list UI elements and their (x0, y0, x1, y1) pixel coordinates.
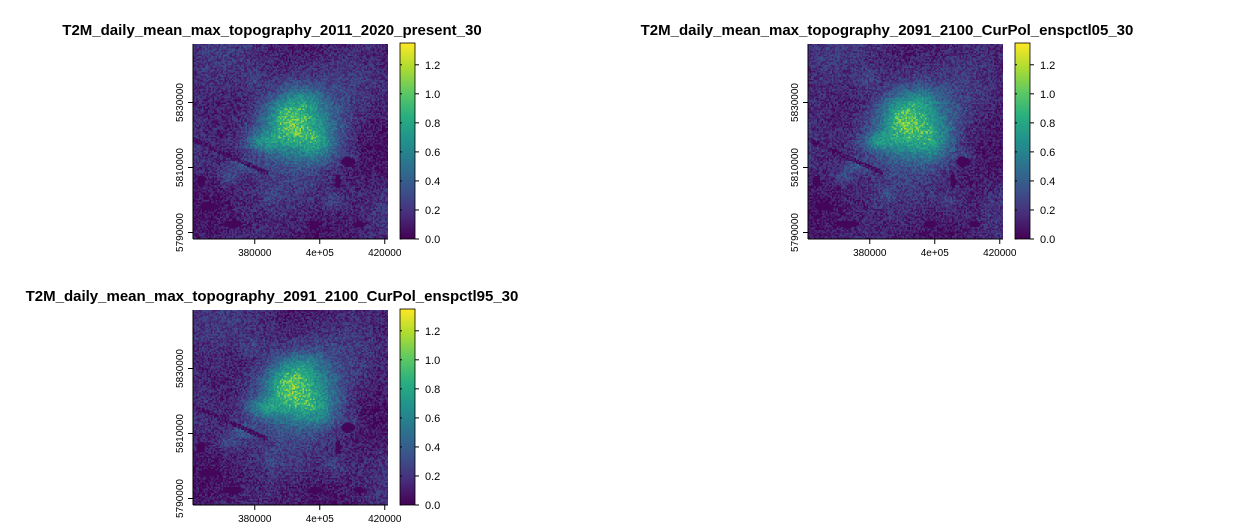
colorbar-tick-label: 0.0 (425, 234, 440, 246)
colorbar (399, 308, 416, 506)
colorbar-tick-label: 1.0 (425, 355, 440, 367)
colorbar-tick-label: 0.6 (425, 147, 440, 159)
map-panel-1: T2M_daily_mean_max_topography_2011_2020_… (62, 22, 481, 259)
colorbar-tick-label: 1.2 (425, 60, 440, 72)
colorbar-tick-label: 0.4 (425, 176, 440, 188)
y-tick-label: 5790000 (175, 213, 186, 252)
colorbar-tick-label: 0.6 (1040, 147, 1055, 159)
x-tick-label: 420000 (983, 248, 1017, 259)
x-tick-label: 4e+05 (306, 514, 335, 525)
colorbar-tick-label: 0.4 (1040, 176, 1055, 188)
x-tick-label: 380000 (238, 248, 272, 259)
colorbar-tick-label: 0.6 (425, 413, 440, 425)
map-panel-2: T2M_daily_mean_max_topography_2091_2100_… (641, 22, 1134, 259)
x-tick-label: 380000 (238, 514, 272, 525)
panel-title: T2M_daily_mean_max_topography_2091_2100_… (26, 288, 519, 305)
colorbar-tick-label: 0.8 (425, 118, 440, 130)
y-tick-label: 5790000 (175, 479, 186, 518)
colorbar-tick-label: 1.2 (1040, 60, 1055, 72)
y-tick-label: 5810000 (790, 148, 801, 187)
colorbar-tick-label: 0.4 (425, 442, 440, 454)
y-tick-label: 5830000 (790, 83, 801, 122)
y-tick-label: 5810000 (175, 148, 186, 187)
panel-title: T2M_daily_mean_max_topography_2011_2020_… (62, 22, 481, 39)
colorbar-tick-label: 0.8 (425, 384, 440, 396)
y-tick-label: 5830000 (175, 349, 186, 388)
y-tick-label: 5830000 (175, 83, 186, 122)
temperature-raster (193, 44, 388, 239)
x-tick-label: 4e+05 (921, 248, 950, 259)
colorbar (1014, 42, 1031, 240)
map-panel-3: T2M_daily_mean_max_topography_2091_2100_… (26, 288, 519, 525)
temperature-raster (808, 44, 1003, 239)
colorbar-tick-label: 1.0 (1040, 89, 1055, 101)
colorbar-tick-label: 0.8 (1040, 118, 1055, 130)
colorbar-tick-label: 0.2 (425, 471, 440, 483)
colorbar-tick-label: 0.2 (1040, 205, 1055, 217)
colorbar (399, 42, 416, 240)
y-tick-label: 5790000 (790, 213, 801, 252)
colorbar-tick-label: 0.0 (1040, 234, 1055, 246)
x-tick-label: 4e+05 (306, 248, 335, 259)
y-tick-label: 5810000 (175, 414, 186, 453)
colorbar-tick-label: 0.0 (425, 500, 440, 512)
panel-title: T2M_daily_mean_max_topography_2091_2100_… (641, 22, 1134, 39)
x-tick-label: 380000 (853, 248, 887, 259)
colorbar-tick-label: 1.2 (425, 326, 440, 338)
colorbar-tick-label: 1.0 (425, 89, 440, 101)
colorbar-tick-label: 0.2 (425, 205, 440, 217)
x-tick-label: 420000 (368, 514, 402, 525)
temperature-raster (193, 310, 388, 505)
x-tick-label: 420000 (368, 248, 402, 259)
